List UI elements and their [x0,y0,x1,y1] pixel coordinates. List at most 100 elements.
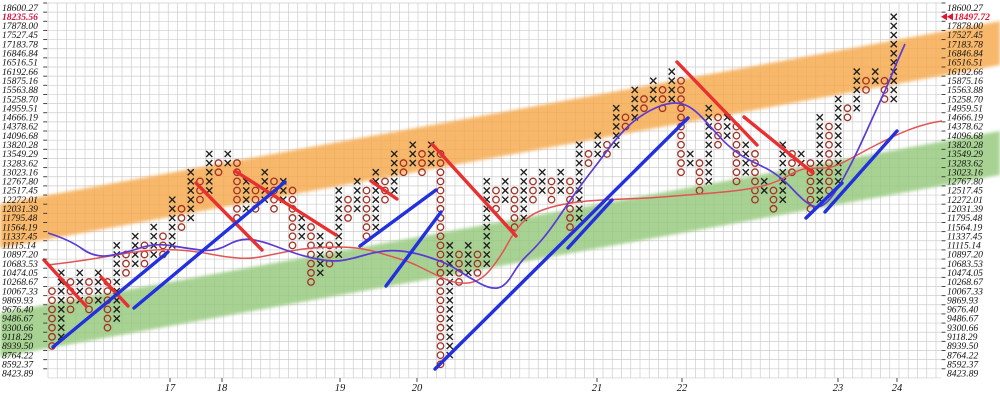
right-axis-price-label: 10897.20 [947,250,983,261]
left-axis-price-label: 17878.00 [2,21,38,32]
left-axis-price-label: 8939.50 [2,341,33,352]
right-axis-price-label: 15563.88 [947,85,983,96]
o-column [769,186,778,213]
moving-average-lines [47,43,943,289]
x-column [649,77,657,103]
left-axis-price-label: 10474.05 [2,268,38,279]
x-column [705,104,713,185]
right-axis-price-label: 9300.66 [947,323,978,334]
left-axis-price-label: 9486.67 [2,314,34,325]
x-axis-year-label: 17 [165,383,176,394]
left-axis-price-label: 8423.89 [2,369,33,380]
x-column [612,104,620,149]
x-column [742,141,750,176]
x-column [816,113,824,204]
red-downtrend-line [99,275,130,308]
left-axis-price-label: 15258.70 [2,94,38,105]
right-axis-price-label: 8939.50 [947,341,978,352]
left-axis-price-label: 12517.45 [2,186,38,197]
right-axis-price-label: 17878.00 [947,21,983,32]
x-column [224,150,232,167]
last-price-marker: 18497.72 [941,12,990,23]
left-axis-price-label: 17527.45 [2,30,38,41]
x-column [168,196,176,249]
o-column [492,186,500,213]
x-column [871,68,879,85]
red-downtrend-line [742,115,815,175]
x-column [409,141,417,167]
left-axis-price-label: 10683.53 [2,259,38,270]
x-column [538,168,546,195]
o-column [751,150,759,204]
o-column [473,250,482,277]
right-axis-price-label: 17527.45 [947,30,983,41]
x-column [446,241,454,359]
o-column [843,104,852,122]
left-axis-price-label: 13283.62 [2,158,38,169]
right-axis-price-label: 10067.33 [947,286,983,297]
right-axis-price-label: 9676.40 [947,305,978,316]
left-axis-price-label: 13023.16 [2,167,38,178]
o-column [640,95,648,113]
left-axis-price-label: 9300.66 [2,323,33,334]
o-column [714,113,722,149]
x-column [464,241,472,277]
red-downtrend-line [42,258,88,308]
right-axis-price-label: 9118.29 [947,332,978,343]
x-axis-year-label: 18 [217,383,228,394]
left-axis-price-label: 17183.78 [2,39,38,50]
green-support-band [0,131,1000,357]
x-column [520,168,528,222]
right-axis-price-label: 12767.80 [947,177,983,188]
x-column [686,150,694,167]
o-column [288,186,297,250]
right-axis-price-label: 16846.84 [947,49,983,60]
red-downtrend-line [430,142,518,238]
left-axis-price-label: 18235.56 [2,12,38,23]
left-axis-price-label: 11115.14 [2,241,36,252]
right-axis-price-label: 13820.28 [947,140,983,151]
x-column [853,68,861,112]
x-column [335,186,343,259]
right-axis-price-label: 8423.89 [947,369,978,380]
blue-uptrend-line [804,181,844,220]
right-axis-price-label: 10474.05 [947,268,983,279]
left-axis-price-label: 16516.51 [2,58,38,69]
right-axis-price-label: 10268.67 [947,277,984,288]
orange-resistance-band [0,21,1000,248]
x-column [390,150,398,195]
left-axis-price-label: 9676.40 [2,305,33,316]
left-axis-price-label: 10067.33 [2,286,38,297]
o-column [658,86,667,113]
blue-uptrend-line [358,188,438,248]
o-column [122,250,130,277]
left-axis-price-label: 11337.45 [2,231,37,242]
right-axis-price-label: 14378.62 [947,122,983,133]
left-axis-price-label: 14378.62 [2,122,38,133]
x-column [557,168,565,195]
right-axis-price-label: 8764.22 [947,350,978,361]
right-axis-price-label: 12517.45 [947,186,983,197]
blue-uptrend-line [823,129,899,214]
left-axis-price-label: 15875.16 [2,76,38,87]
o-column [214,159,223,177]
x-column [501,177,509,204]
x-axis-year-label: 20 [412,383,423,394]
red-downtrend-line [369,179,399,201]
o-column [547,177,556,204]
right-axis-price-label: 15875.16 [947,76,983,87]
x-axis-year-label: 24 [892,383,903,394]
o-column [529,177,537,204]
blue-uptrend-line [433,116,690,371]
right-axis-price-label: 8592.37 [947,359,979,370]
right-axis-price-label: 13549.29 [947,149,983,160]
right-axis-price-label: 12031.39 [947,204,983,215]
left-axis-price-label: 15563.88 [2,85,38,96]
left-axis-price-label: 10897.20 [2,250,38,261]
x-axis-years: 17 18 19 20 21 22 23 24 [165,378,903,394]
x-column [668,68,676,103]
x-column [205,150,213,195]
right-axis-price-label: 11564.19 [947,222,982,233]
blue-uptrend-line [132,180,287,310]
